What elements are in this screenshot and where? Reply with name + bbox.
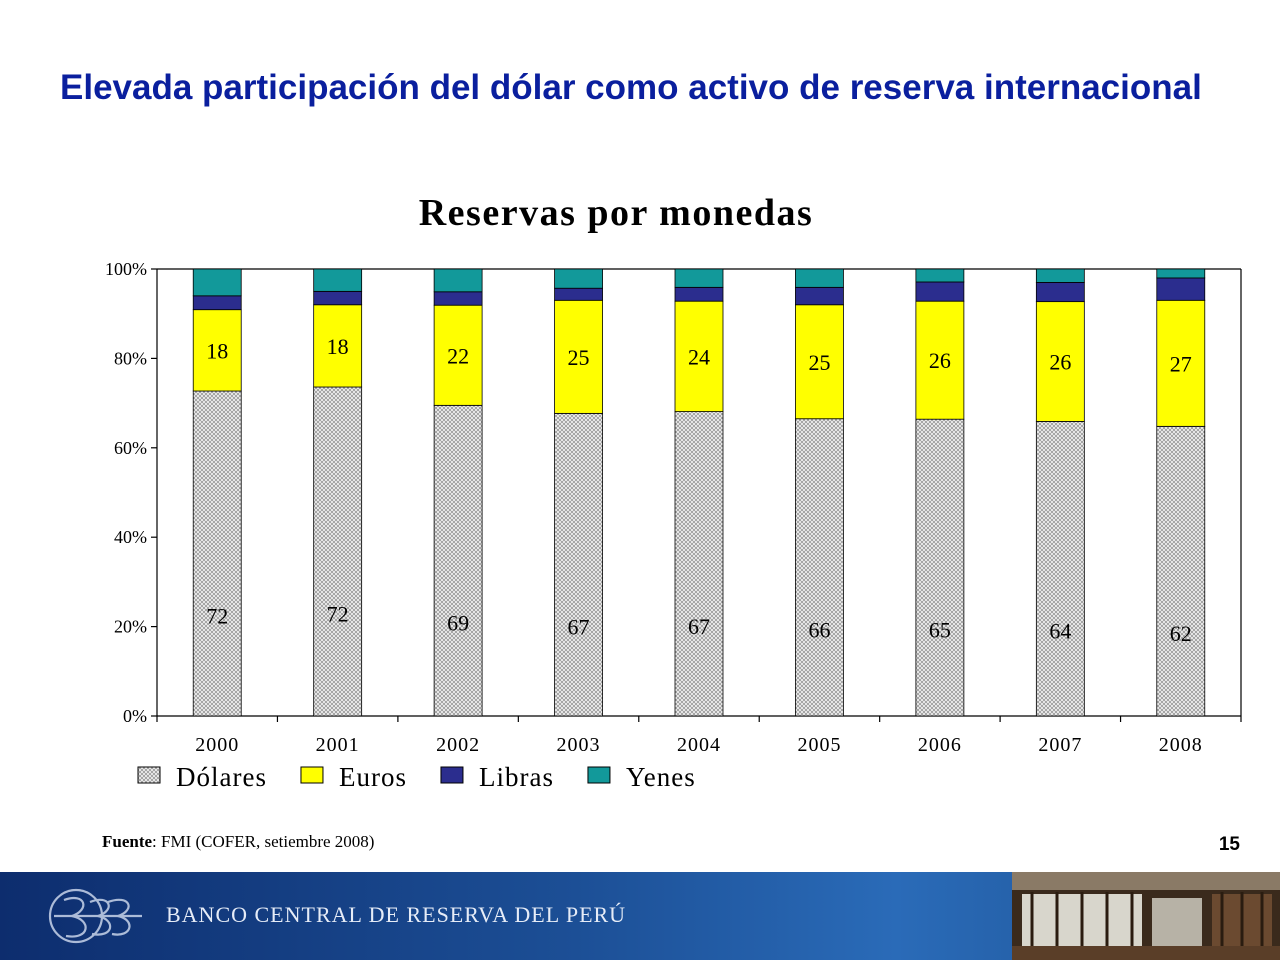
data-label: 25 — [808, 350, 830, 375]
bar-euros-2003 — [554, 299, 603, 414]
bar-euros-2002 — [433, 304, 483, 406]
stacked-bar-chart: Reservas por monedas 0% 20% 40% 60% 80% 100% 7… — [105, 192, 1242, 792]
legend-label: Euros — [339, 762, 407, 792]
slide-title: Elevada participación del dólar como act… — [60, 68, 1202, 107]
x-tick-label: 2002 — [436, 734, 480, 756]
bar-libras-2005 — [795, 286, 844, 306]
plot-area: 0% 20% 40% 60% 80% 100% 72 18 2000 72 18 2001 69 22 20… — [105, 259, 1242, 792]
source-text: : FMI (COFER, setiembre 2008) — [152, 832, 375, 851]
legend-label: Yenes — [626, 762, 696, 792]
bar-euros-2007 — [1035, 301, 1085, 422]
legend-swatch — [440, 766, 464, 784]
chart-title: Reservas por monedas — [419, 192, 814, 234]
bar-euros-2008 — [1156, 299, 1206, 427]
bank-name: BANCO CENTRAL DE RESERVA DEL PERÚ — [166, 902, 627, 927]
data-label: 26 — [1049, 350, 1071, 375]
source-label: Fuente — [102, 832, 153, 851]
data-label: 22 — [447, 343, 469, 368]
legend-swatch — [300, 766, 324, 784]
legend-label: Dólares — [176, 762, 267, 792]
bar-yenes-2000 — [192, 268, 242, 297]
data-label: 67 — [688, 614, 710, 639]
source-note: Fuente: FMI (COFER, setiembre 2008) — [102, 832, 374, 852]
bar-libras-2004 — [674, 286, 724, 302]
x-tick-label: 2005 — [797, 734, 841, 756]
data-label: 26 — [929, 348, 951, 373]
bar-dólares-2005 — [795, 418, 844, 717]
bar-euros-2001 — [313, 304, 363, 388]
data-label: 27 — [1170, 351, 1192, 376]
museum-photo-image — [1012, 872, 1280, 960]
data-label: 18 — [206, 338, 228, 363]
bar-libras-2001 — [313, 290, 363, 306]
x-tick-label: 2004 — [677, 734, 721, 756]
bar-dólares-2004 — [674, 411, 724, 717]
bar-libras-2006 — [915, 281, 965, 302]
bar-euros-2006 — [915, 300, 965, 420]
bar-euros-2004 — [674, 300, 724, 412]
bar-libras-2007 — [1035, 282, 1085, 303]
data-label: 72 — [327, 602, 349, 627]
bar-yenes-2004 — [674, 268, 724, 288]
legend-label: Libras — [479, 762, 554, 792]
bar-yenes-2003 — [554, 268, 603, 289]
bar-yenes-2008 — [1156, 268, 1206, 279]
bar-yenes-2005 — [795, 268, 844, 288]
bar-libras-2000 — [192, 295, 242, 311]
legend-swatch — [137, 766, 161, 784]
x-tick-label: 2001 — [316, 734, 360, 756]
x-tick-label: 2006 — [918, 734, 962, 756]
data-label: 65 — [929, 618, 951, 643]
bar-euros-2005 — [795, 304, 844, 420]
data-label: 18 — [327, 334, 349, 359]
legend-swatch — [587, 766, 611, 784]
bar-libras-2008 — [1156, 277, 1206, 301]
page-number: 15 — [1218, 834, 1240, 855]
bar-yenes-2002 — [433, 268, 483, 293]
x-tick-label: 2000 — [195, 734, 239, 756]
bar-yenes-2006 — [915, 268, 965, 283]
y-tick-label: 60% — [114, 438, 147, 458]
data-label: 67 — [568, 615, 590, 640]
bar-dólares-2003 — [554, 412, 603, 717]
bar-dólares-2008 — [1156, 425, 1206, 717]
y-tick-label: 20% — [114, 617, 147, 637]
data-label: 62 — [1170, 621, 1192, 646]
data-label: 24 — [688, 344, 710, 369]
footer-banner: BANCO CENTRAL DE RESERVA DEL PERÚ — [0, 872, 1280, 960]
bar-libras-2003 — [554, 287, 603, 301]
bar-dólares-2006 — [915, 418, 965, 717]
data-label: 64 — [1049, 619, 1071, 644]
data-label: 25 — [568, 345, 590, 370]
bar-dólares-2002 — [433, 404, 483, 717]
bar-yenes-2007 — [1035, 268, 1085, 283]
x-tick-label: 2003 — [557, 734, 601, 756]
y-tick-label: 100% — [105, 259, 147, 279]
bar-dólares-2001 — [313, 386, 363, 717]
x-tick-label: 2007 — [1038, 734, 1082, 756]
bcrp-monogram-icon — [48, 888, 142, 944]
y-tick-label: 0% — [123, 706, 147, 726]
data-label: 69 — [447, 611, 469, 636]
bar-dólares-2000 — [192, 390, 242, 717]
data-label: 66 — [808, 617, 830, 642]
bar-yenes-2001 — [313, 268, 363, 292]
y-tick-label: 80% — [114, 348, 147, 368]
x-tick-label: 2008 — [1159, 734, 1203, 756]
y-tick-label: 40% — [114, 527, 147, 547]
bar-dólares-2007 — [1035, 421, 1085, 717]
bar-libras-2002 — [433, 291, 483, 306]
data-label: 72 — [206, 604, 228, 629]
bar-euros-2000 — [192, 309, 242, 392]
